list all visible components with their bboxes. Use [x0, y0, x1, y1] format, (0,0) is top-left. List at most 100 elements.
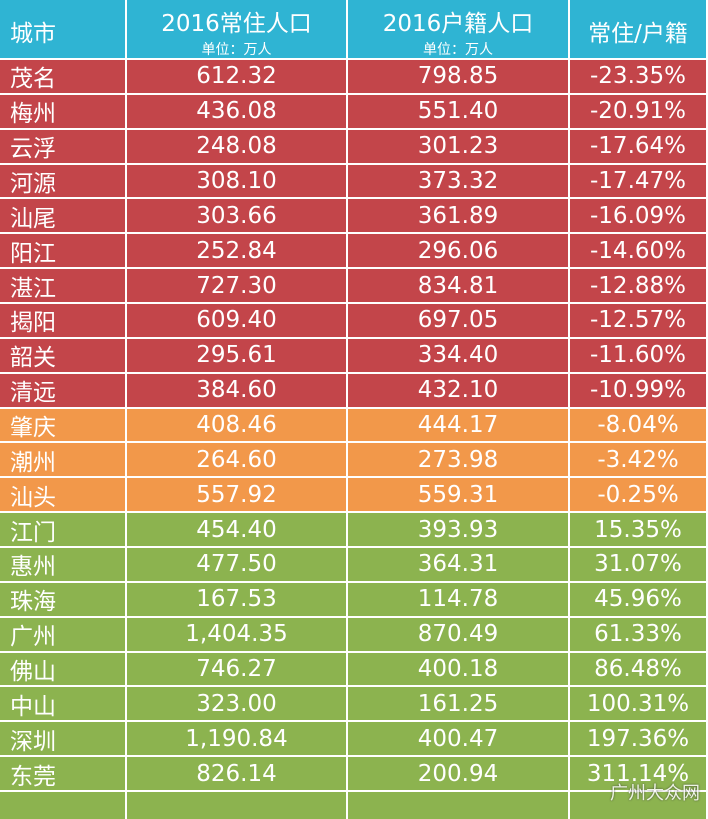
value-cell: 612.32	[127, 60, 348, 95]
header-cell: 常住/户籍	[570, 0, 708, 60]
value-cell: 432.10	[348, 373, 570, 409]
value-cell: 252.84	[127, 234, 348, 270]
value-cell: -16.09%	[570, 199, 708, 235]
value-cell: -14.60%	[570, 234, 708, 270]
value-cell: 551.40	[348, 94, 570, 130]
value-cell: 61.33%	[570, 617, 708, 653]
header-cell: 2016常住人口单位：万人	[127, 0, 348, 60]
value-cell: 273.98	[348, 443, 570, 479]
value-cell: 1,404.35	[127, 617, 348, 653]
value-cell: 477.50	[127, 548, 348, 583]
value-cell: 86.48%	[570, 652, 708, 688]
value-cell: -8.04%	[570, 408, 708, 444]
value-cell: 559.31	[348, 478, 570, 514]
value-cell: 609.40	[127, 304, 348, 339]
value-cell: -12.88%	[570, 269, 708, 304]
city-cell: 东莞	[0, 757, 127, 792]
city-cell: 肇庆	[0, 408, 127, 444]
city-cell: 湛江	[0, 269, 127, 304]
value-cell: 200.94	[348, 757, 570, 792]
city-cell: 云浮	[0, 129, 127, 165]
value-cell: 454.40	[127, 513, 348, 548]
watermark: 广州大众网	[610, 783, 700, 804]
empty-cell	[570, 792, 708, 819]
value-cell: 31.07%	[570, 548, 708, 583]
header-unit: 单位：万人	[423, 42, 493, 58]
value-cell: 361.89	[348, 199, 570, 235]
city-cell: 深圳	[0, 722, 127, 758]
value-cell: 296.06	[348, 234, 570, 270]
city-cell: 潮州	[0, 443, 127, 479]
city-cell: 茂名	[0, 60, 127, 95]
value-cell: 197.36%	[570, 722, 708, 758]
value-cell: -17.64%	[570, 129, 708, 165]
value-cell: 264.60	[127, 443, 348, 479]
value-cell: 400.18	[348, 652, 570, 688]
value-cell: 408.46	[127, 408, 348, 444]
value-cell: 308.10	[127, 164, 348, 200]
value-cell: 834.81	[348, 269, 570, 304]
value-cell: 826.14	[127, 757, 348, 792]
value-cell: 167.53	[127, 582, 348, 618]
value-cell: -20.91%	[570, 94, 708, 130]
value-cell: 436.08	[127, 94, 348, 130]
value-cell: 444.17	[348, 408, 570, 444]
value-cell: 248.08	[127, 129, 348, 165]
value-cell: 303.66	[127, 199, 348, 235]
value-cell: 45.96%	[570, 582, 708, 618]
value-cell: 727.30	[127, 269, 348, 304]
empty-cell	[0, 792, 127, 819]
value-cell: -12.57%	[570, 304, 708, 339]
city-cell: 梅州	[0, 94, 127, 130]
value-cell: 557.92	[127, 478, 348, 514]
value-cell: 161.25	[348, 687, 570, 723]
city-cell: 韶关	[0, 338, 127, 374]
value-cell: 364.31	[348, 548, 570, 583]
city-cell: 佛山	[0, 652, 127, 688]
city-cell: 汕尾	[0, 199, 127, 235]
header-unit: 单位：万人	[201, 42, 272, 58]
city-cell: 揭阳	[0, 304, 127, 339]
city-cell: 河源	[0, 164, 127, 200]
value-cell: 870.49	[348, 617, 570, 653]
value-cell: 697.05	[348, 304, 570, 339]
value-cell: 798.85	[348, 60, 570, 95]
city-cell: 江门	[0, 513, 127, 548]
city-cell: 惠州	[0, 548, 127, 583]
city-cell: 阳江	[0, 234, 127, 270]
value-cell: 100.31%	[570, 687, 708, 723]
value-cell: 393.93	[348, 513, 570, 548]
header-cell: 2016户籍人口单位：万人	[348, 0, 570, 60]
value-cell: 15.35%	[570, 513, 708, 548]
header-title: 2016常住人口	[161, 11, 312, 37]
city-cell: 珠海	[0, 582, 127, 618]
value-cell: 114.78	[348, 582, 570, 618]
city-cell: 清远	[0, 373, 127, 409]
value-cell: -10.99%	[570, 373, 708, 409]
value-cell: 334.40	[348, 338, 570, 374]
header-title: 常住/户籍	[588, 21, 688, 47]
value-cell: 746.27	[127, 652, 348, 688]
value-cell: 295.61	[127, 338, 348, 374]
empty-cell	[127, 792, 348, 819]
empty-cell	[348, 792, 570, 819]
value-cell: 1,190.84	[127, 722, 348, 758]
value-cell: -3.42%	[570, 443, 708, 479]
value-cell: -23.35%	[570, 60, 708, 95]
value-cell: 301.23	[348, 129, 570, 165]
value-cell: 400.47	[348, 722, 570, 758]
city-cell: 中山	[0, 687, 127, 723]
value-cell: 311.14%	[570, 757, 708, 792]
city-cell: 广州	[0, 617, 127, 653]
header-title: 2016户籍人口	[382, 11, 534, 37]
city-cell: 汕头	[0, 478, 127, 514]
value-cell: 384.60	[127, 373, 348, 409]
value-cell: -11.60%	[570, 338, 708, 374]
value-cell: -0.25%	[570, 478, 708, 514]
value-cell: -17.47%	[570, 164, 708, 200]
header-cell: 城市	[0, 0, 127, 60]
header-title: 城市	[10, 21, 56, 47]
value-cell: 323.00	[127, 687, 348, 723]
value-cell: 373.32	[348, 164, 570, 200]
